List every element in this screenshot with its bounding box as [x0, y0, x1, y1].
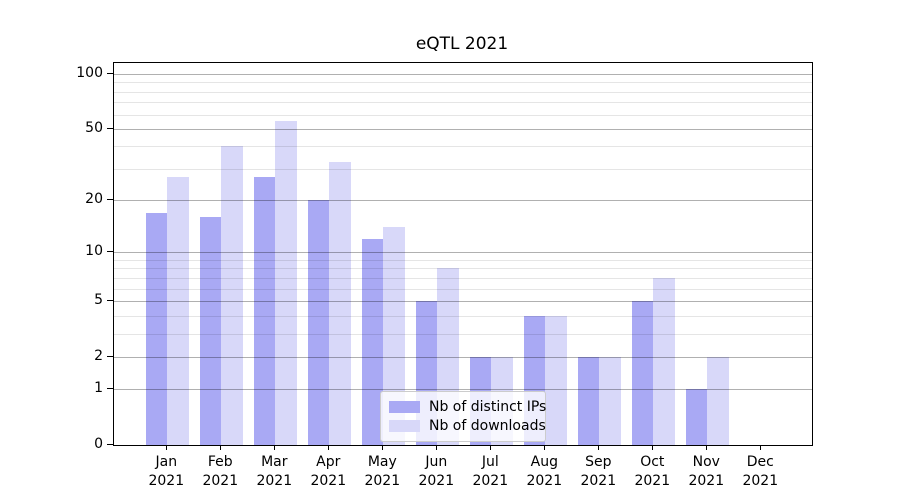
- gridline-major-1: [114, 389, 812, 391]
- gridline-major-50: [114, 128, 812, 130]
- bar-downloads-nov: [707, 356, 729, 445]
- gridline-minor-90: [114, 82, 812, 84]
- x-tick-aug: [544, 445, 546, 450]
- legend-item-distinct-ips: Nb of distinct IPs: [389, 397, 546, 416]
- gridline-minor-8: [114, 268, 812, 270]
- x-tick-label-jun-2021: Jun 2021: [418, 454, 455, 489]
- x-tick-label-oct-2021: Oct 2021: [634, 454, 671, 489]
- x-tick-apr: [328, 445, 330, 450]
- gridline-minor-80: [114, 91, 812, 93]
- gridline-minor-70: [114, 102, 812, 104]
- bar-downloads-aug: [545, 315, 567, 445]
- x-tick-jun: [436, 445, 438, 450]
- legend-swatch-distinct-ips: [389, 400, 420, 413]
- bar-downloads-feb: [221, 146, 243, 445]
- legend-swatch-downloads: [389, 419, 420, 432]
- x-tick-may: [382, 445, 384, 450]
- bar-distinct-ips-may: [361, 238, 384, 445]
- gridline-major-2: [114, 356, 812, 358]
- legend-label-downloads: Nb of downloads: [429, 417, 546, 434]
- gridline-minor-3: [114, 333, 812, 335]
- x-tick-mar: [274, 445, 276, 450]
- gridline-minor-30: [114, 168, 812, 170]
- bar-distinct-ips-jan: [145, 212, 168, 445]
- y-tick-label-100: 100: [76, 65, 103, 81]
- bar-distinct-ips-apr: [307, 200, 330, 445]
- gridline-minor-6: [114, 288, 812, 290]
- bar-downloads-oct: [653, 277, 675, 445]
- gridline-major-20: [114, 200, 812, 202]
- bar-downloads-jan: [167, 177, 189, 445]
- x-tick-label-mar-2021: Mar 2021: [256, 454, 293, 489]
- x-tick-label-sep-2021: Sep 2021: [580, 454, 617, 489]
- y-tick-label-20: 20: [85, 191, 103, 208]
- gridline-minor-7: [114, 277, 812, 279]
- gridline-minor-60: [114, 114, 812, 116]
- y-tick-label-5: 5: [94, 291, 103, 308]
- x-tick-label-feb-2021: Feb 2021: [202, 454, 239, 489]
- chart-title: eQTL 2021: [415, 34, 509, 54]
- bar-distinct-ips-oct: [631, 300, 654, 445]
- bar-downloads-apr: [329, 161, 351, 445]
- x-tick-jan: [166, 445, 168, 450]
- y-tick-1: [107, 388, 113, 390]
- x-tick-sep: [598, 445, 600, 450]
- y-tick-label-2: 2: [94, 347, 103, 364]
- gridline-minor-9: [114, 259, 812, 261]
- bar-downloads-sep: [599, 356, 621, 445]
- legend-item-downloads: Nb of downloads: [389, 416, 546, 435]
- x-tick-oct: [652, 445, 654, 450]
- x-tick-nov: [706, 445, 708, 450]
- gridline-minor-40: [114, 146, 812, 148]
- x-tick-label-jul-2021: Jul 2021: [472, 454, 509, 489]
- legend-label-distinct-ips: Nb of distinct IPs: [429, 398, 547, 415]
- x-tick-label-apr-2021: Apr 2021: [310, 454, 347, 489]
- bar-distinct-ips-sep: [577, 356, 600, 445]
- y-tick-0: [107, 444, 113, 445]
- y-tick-20: [107, 199, 113, 201]
- x-tick-label-nov-2021: Nov 2021: [688, 454, 725, 489]
- x-tick-jul: [490, 445, 492, 450]
- y-tick-100: [107, 73, 113, 74]
- gridline-major-100: [114, 74, 812, 75]
- gridline-major-10: [114, 252, 812, 254]
- y-tick-label-10: 10: [85, 243, 103, 260]
- plot-area: [113, 62, 813, 446]
- gridline-minor-4: [114, 315, 812, 317]
- y-tick-label-50: 50: [85, 119, 103, 136]
- bar-downloads-may: [383, 227, 405, 445]
- bar-distinct-ips-feb: [199, 217, 222, 445]
- legend: Nb of distinct IPs Nb of downloads: [380, 391, 546, 442]
- bar-distinct-ips-mar: [253, 177, 276, 445]
- y-tick-label-1: 1: [94, 380, 103, 397]
- bar-downloads-mar: [275, 121, 297, 445]
- y-tick-label-0: 0: [94, 436, 103, 452]
- x-tick-label-dec-2021: Dec 2021: [742, 454, 779, 489]
- y-tick-50: [107, 127, 113, 129]
- y-tick-10: [107, 251, 113, 253]
- x-tick-label-aug-2021: Aug 2021: [526, 454, 563, 489]
- y-tick-5: [107, 299, 113, 301]
- x-tick-dec: [760, 445, 762, 450]
- x-tick-label-may-2021: May 2021: [364, 454, 401, 489]
- gridline-major-5: [114, 300, 812, 302]
- x-tick-label-jan-2021: Jan 2021: [148, 454, 185, 489]
- y-tick-2: [107, 355, 113, 357]
- bar-distinct-ips-nov: [685, 389, 708, 445]
- x-tick-feb: [220, 445, 222, 450]
